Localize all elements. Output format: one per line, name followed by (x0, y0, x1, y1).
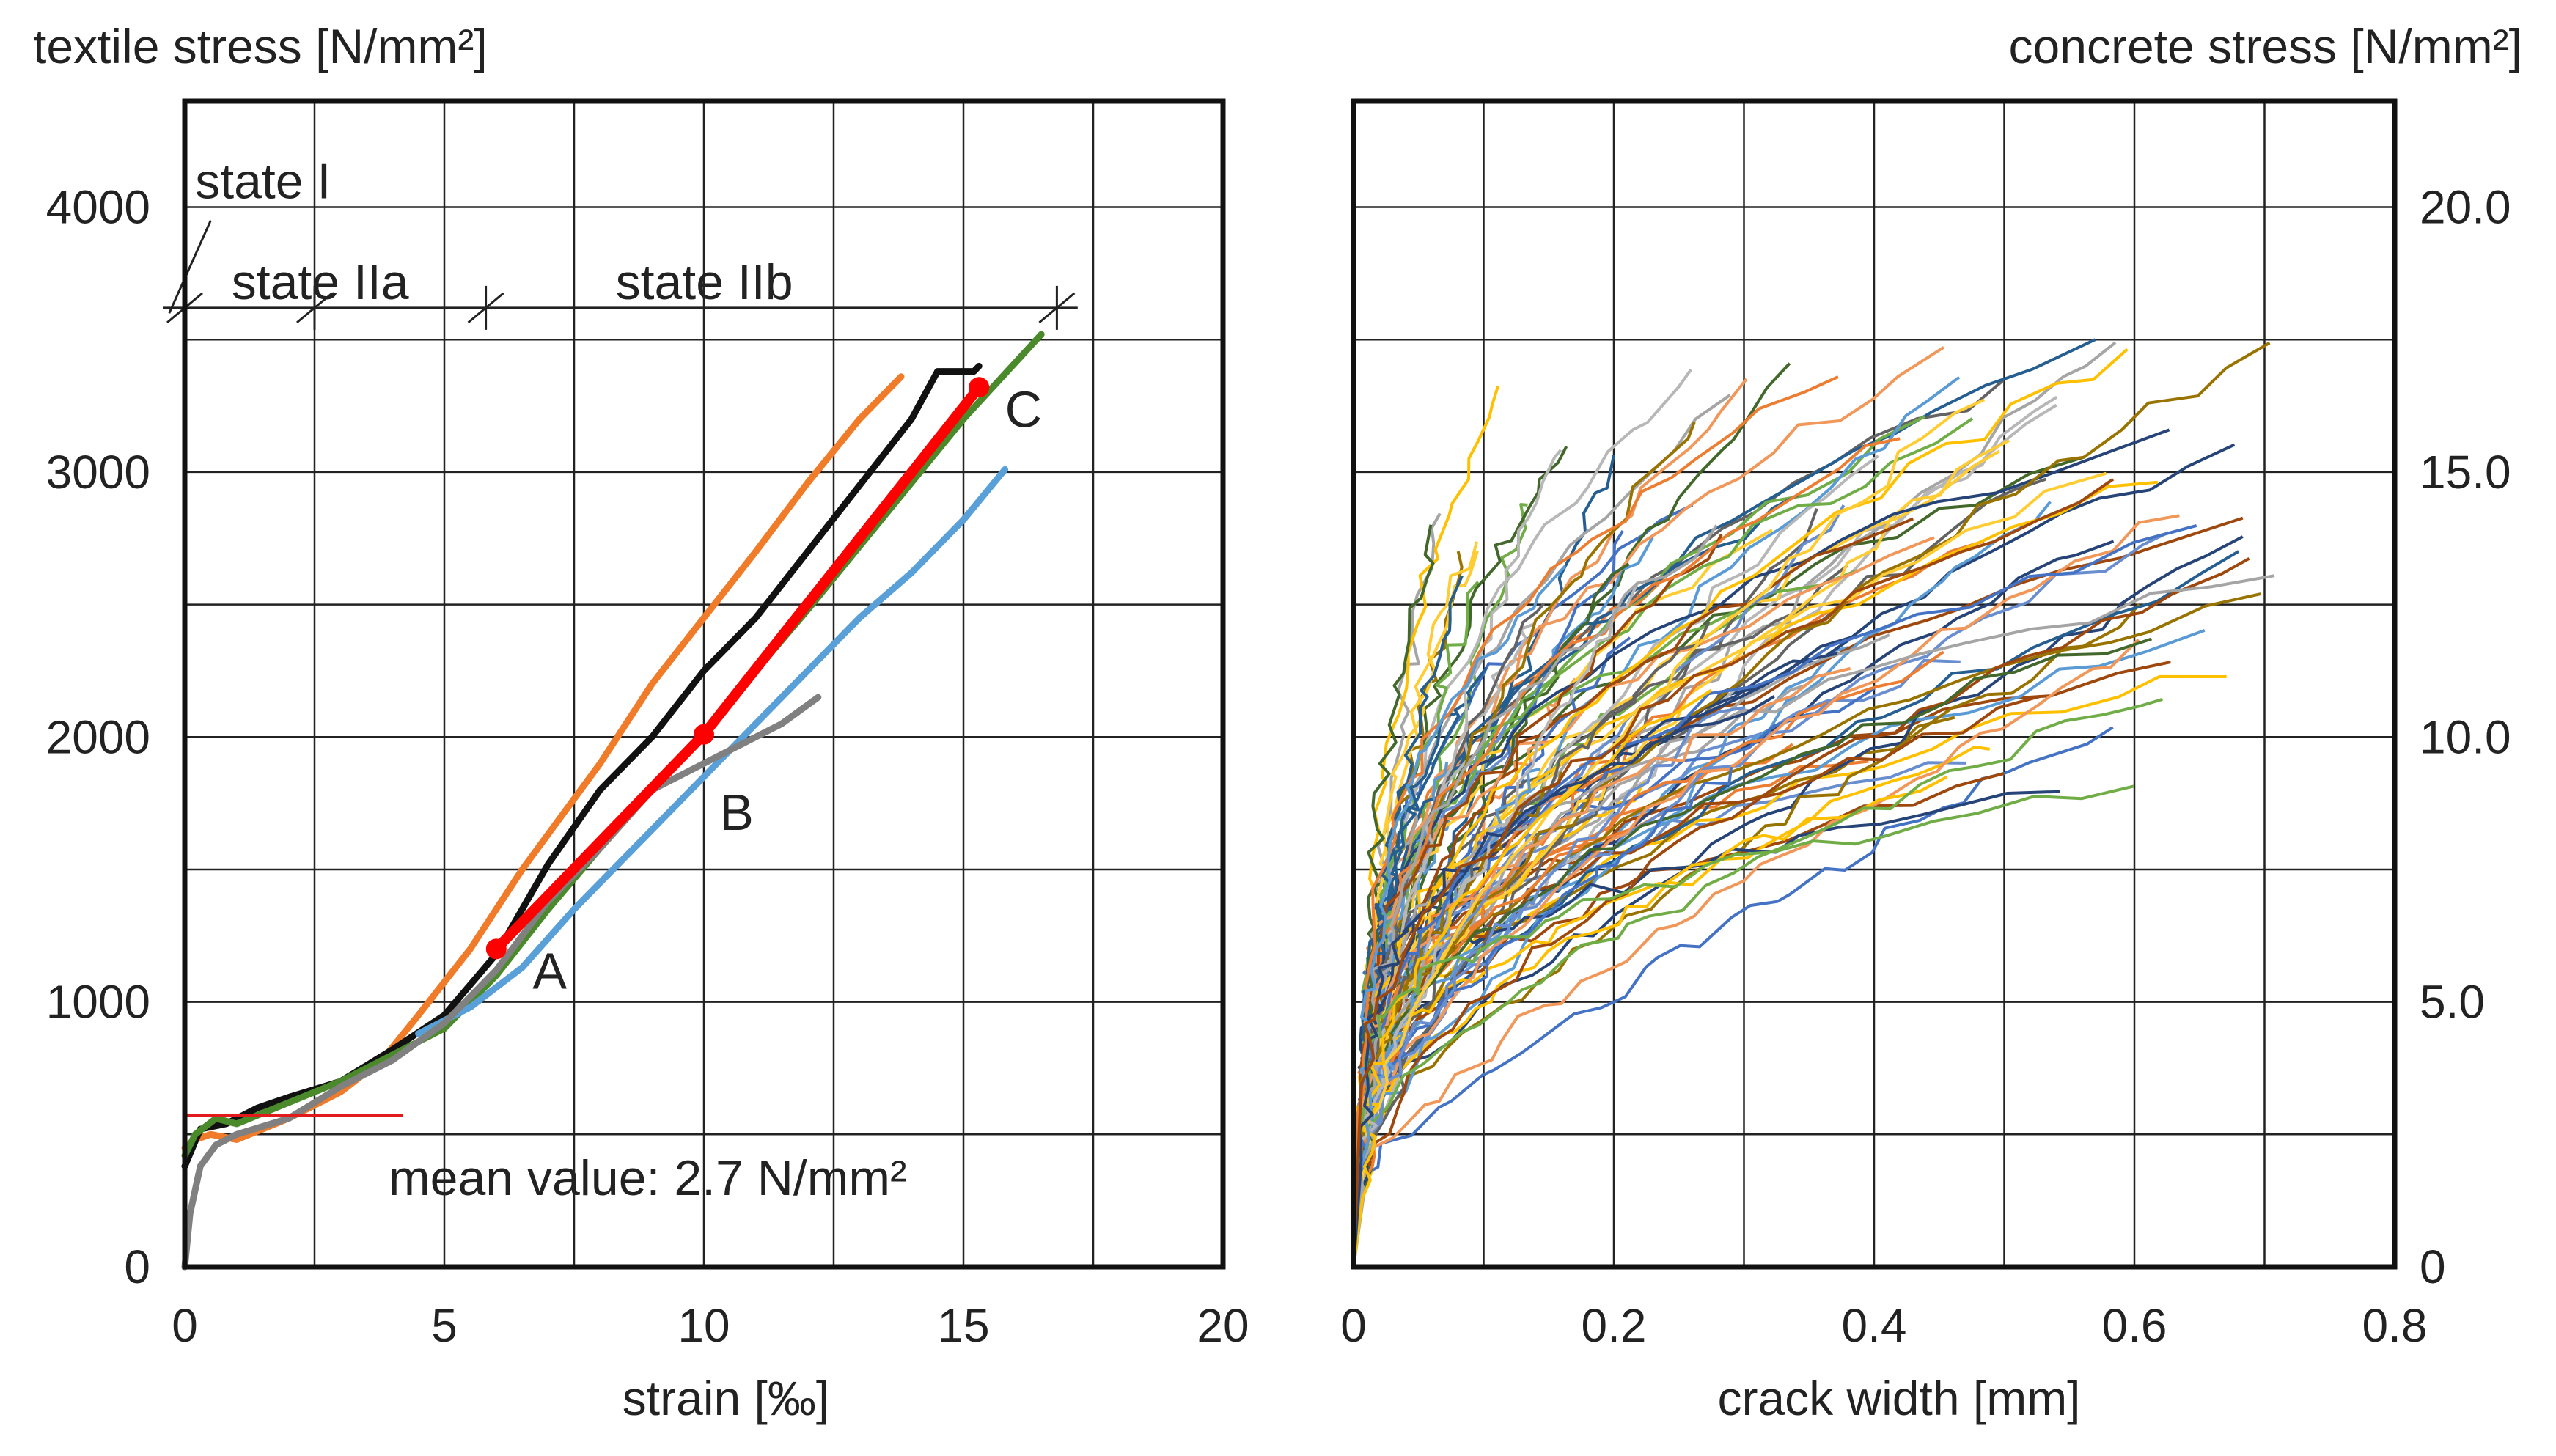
left-tick-labels: 0 5 10 15 20 0 1000 2000 3000 4000 (46, 181, 1249, 1353)
right-x-tick-label: 0.6 (2102, 1299, 2167, 1352)
right-x-tick-label: 0.8 (2362, 1299, 2428, 1352)
right-y-tick-label: 0 (2420, 1240, 2446, 1293)
left-series-group (181, 331, 1045, 1271)
right-chart: 0 0.2 0.4 0.6 0.8 0 5.0 10.0 15.0 20.0 concrete s… (1340, 19, 2522, 1425)
left-x-tick-label: 15 (937, 1299, 989, 1352)
right-x-tick-label: 0 (1340, 1299, 1367, 1352)
crack-curve (1352, 395, 2058, 1268)
left-y-tick-label: 4000 (46, 181, 150, 234)
crack-curve (1352, 766, 1733, 1268)
left-y-tick-label: 0 (124, 1240, 150, 1293)
right-tick-labels: 0 0.2 0.4 0.6 0.8 0 5.0 10.0 15.0 20.0 (1340, 181, 2511, 1353)
right-y-tick-label: 20.0 (2420, 181, 2511, 234)
series-line-orange (181, 373, 905, 1151)
right-plot-frame (1351, 98, 2398, 1270)
left-y-tick-label: 1000 (46, 976, 150, 1029)
crack-curve (1352, 517, 1914, 1268)
point-label-b: B (719, 784, 754, 841)
crack-curve (1352, 775, 1948, 1268)
right-x-tick-label: 0.4 (1842, 1299, 1907, 1352)
state-annotations: state I state IIa state IIb (163, 154, 1078, 330)
left-chart: state I state IIa state IIb A B C 0 5 10 15 20 0 1… (33, 19, 1249, 1425)
left-y-axis-label: textile stress [N/mm²] (33, 19, 488, 73)
crack-curve (1352, 550, 2240, 1268)
point-label-a: A (532, 943, 567, 1000)
left-x-tick-label: 5 (431, 1299, 458, 1352)
point-marker-b (694, 724, 714, 745)
state-label: state IIb (616, 254, 793, 310)
right-x-axis-label: crack width [mm] (1717, 1371, 2080, 1425)
right-series-group (1352, 338, 2275, 1268)
crack-curve (1352, 638, 2140, 1268)
series-line-grey (181, 694, 822, 1271)
crack-curve (1352, 341, 2271, 1268)
state-label: state I (195, 154, 331, 210)
left-y-tick-label: 2000 (46, 710, 150, 763)
left-plot-frame (182, 98, 1226, 1270)
left-x-tick-label: 10 (677, 1299, 730, 1352)
right-y-tick-label: 5.0 (2420, 976, 2485, 1029)
right-y-axis-label: concrete stress [N/mm²] (2009, 19, 2522, 73)
crack-curve (1352, 478, 2115, 1268)
point-marker-a (485, 938, 507, 960)
mean-value-label: mean value: 2.7 N/mm² (389, 1150, 907, 1206)
right-gridlines (1352, 100, 2396, 1268)
crack-curve (1352, 695, 1775, 1268)
point-marker-c (969, 377, 990, 398)
crack-curve (1352, 697, 2163, 1268)
right-y-tick-label: 15.0 (2420, 446, 2511, 499)
state-i-pointer (168, 219, 212, 314)
left-x-tick-label: 20 (1197, 1299, 1249, 1352)
left-x-axis-label: strain [‰] (623, 1371, 829, 1425)
crack-curve (1352, 581, 1640, 1268)
state-label: state IIa (232, 254, 409, 310)
crack-curve (1352, 565, 1567, 1268)
crack-curve (1352, 398, 1986, 1268)
left-y-tick-label: 3000 (46, 446, 150, 499)
right-x-tick-label: 0.2 (1582, 1299, 1647, 1352)
right-y-tick-label: 10.0 (2420, 710, 2511, 763)
left-x-tick-label: 0 (172, 1299, 198, 1352)
crack-curve (1352, 603, 2141, 1268)
point-markers: A B C (485, 377, 1043, 1000)
crack-curve (1352, 514, 2180, 1268)
series-line-black (181, 362, 983, 1170)
point-label-c: C (1005, 381, 1043, 438)
